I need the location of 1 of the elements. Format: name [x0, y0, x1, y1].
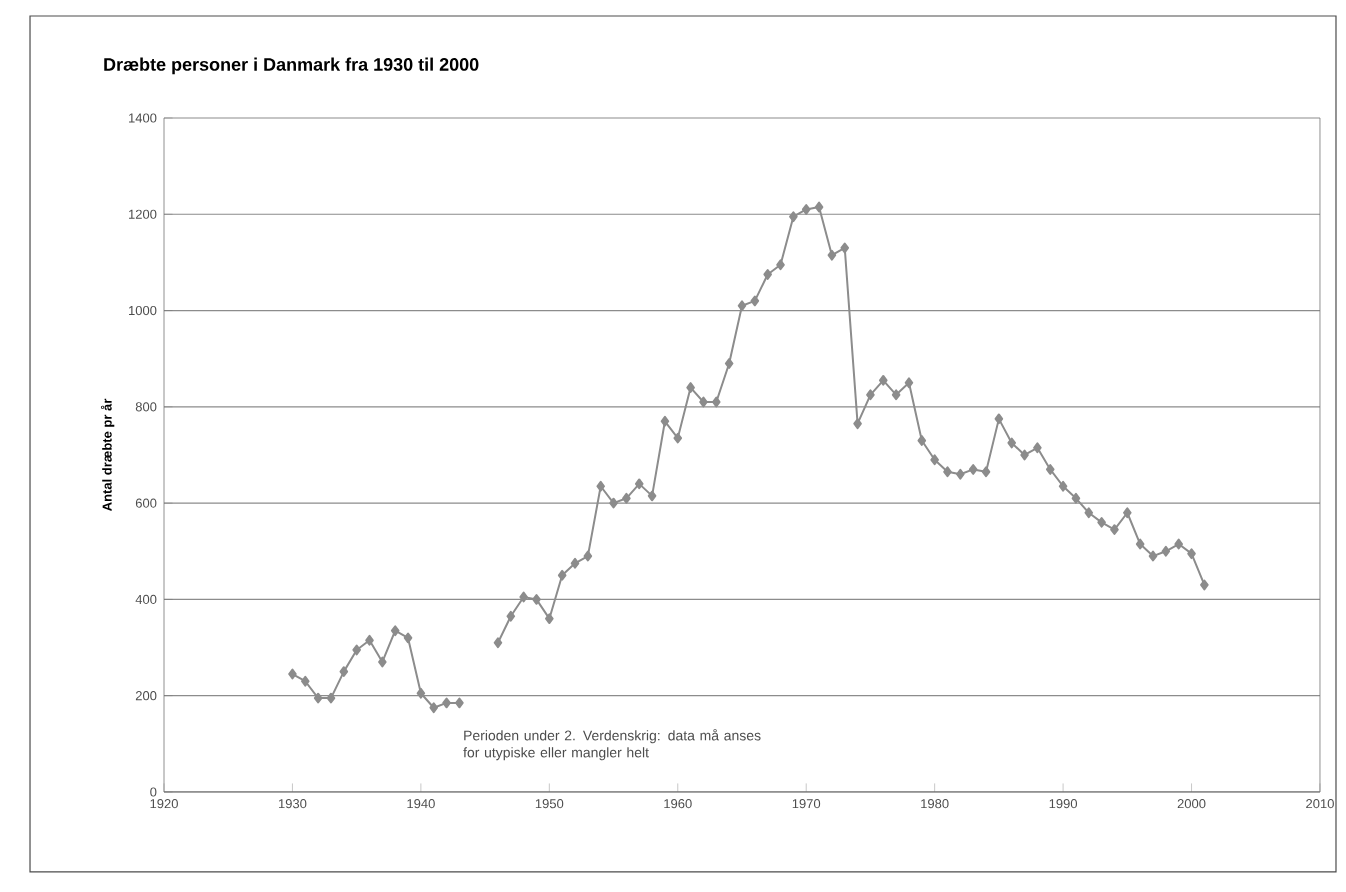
chart-title: Dræbte personer i Danmark fra 1930 til 2000 [104, 57, 479, 75]
